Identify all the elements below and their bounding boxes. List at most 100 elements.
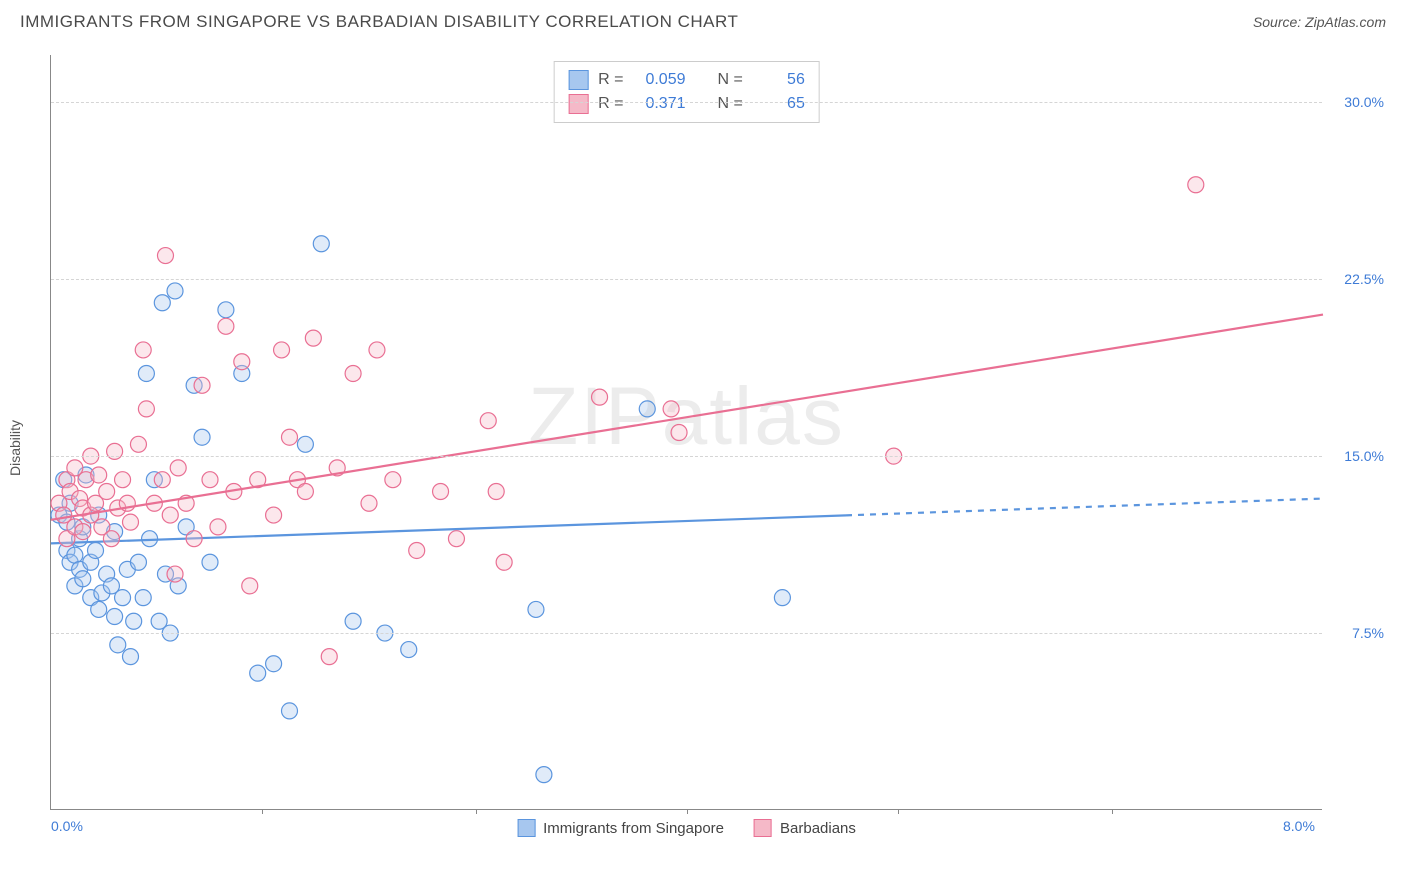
legend-r-label: R = [598, 68, 623, 92]
scatter-point-barbadians [345, 366, 361, 382]
scatter-point-singapore [282, 703, 298, 719]
scatter-point-singapore [110, 637, 126, 653]
gridline [51, 456, 1322, 457]
source-label: Source: ZipAtlas.com [1253, 14, 1386, 30]
scatter-point-barbadians [385, 472, 401, 488]
scatter-point-singapore [194, 429, 210, 445]
scatter-point-barbadians [170, 460, 186, 476]
y-tick-label: 22.5% [1344, 271, 1384, 287]
legend-row-barbadians: R =0.371N =65 [568, 92, 805, 116]
scatter-point-barbadians [162, 507, 178, 523]
x-minor-tick [687, 809, 688, 814]
gridline [51, 633, 1322, 634]
scatter-point-barbadians [194, 377, 210, 393]
scatter-point-singapore [167, 283, 183, 299]
scatter-point-singapore [91, 601, 107, 617]
scatter-point-singapore [138, 366, 154, 382]
chart-svg [51, 55, 1323, 810]
scatter-point-singapore [266, 656, 282, 672]
scatter-point-singapore [154, 295, 170, 311]
gridline [51, 279, 1322, 280]
scatter-point-barbadians [663, 401, 679, 417]
scatter-point-barbadians [274, 342, 290, 358]
scatter-point-barbadians [321, 649, 337, 665]
legend-label: Immigrants from Singapore [543, 820, 724, 837]
scatter-point-singapore [297, 436, 313, 452]
scatter-point-singapore [639, 401, 655, 417]
scatter-point-barbadians [103, 531, 119, 547]
x-minor-tick [476, 809, 477, 814]
scatter-point-barbadians [488, 483, 504, 499]
scatter-point-barbadians [138, 401, 154, 417]
scatter-point-singapore [345, 613, 361, 629]
scatter-point-barbadians [361, 495, 377, 511]
legend-n-label: N = [718, 68, 743, 92]
chart-container: IMMIGRANTS FROM SINGAPORE VS BARBADIAN D… [0, 0, 1406, 892]
scatter-point-singapore [774, 590, 790, 606]
scatter-point-barbadians [409, 542, 425, 558]
legend-item-singapore: Immigrants from Singapore [517, 819, 724, 837]
legend-row-singapore: R = 0.059 N = 56 [568, 68, 805, 92]
x-minor-tick [262, 809, 263, 814]
legend-n-value: 56 [753, 68, 805, 92]
scatter-point-singapore [88, 542, 104, 558]
legend-swatch-singapore [517, 819, 535, 837]
legend-r-label: R = [598, 92, 623, 116]
scatter-point-barbadians [592, 389, 608, 405]
scatter-point-barbadians [218, 318, 234, 334]
scatter-point-singapore [115, 590, 131, 606]
plot-wrap: ZIPatlas R =0.059N =56R =0.371N =65 Immi… [50, 55, 1390, 840]
legend-swatch-singapore [568, 70, 588, 90]
scatter-point-singapore [401, 642, 417, 658]
scatter-point-singapore [528, 601, 544, 617]
legend-n-value: 65 [753, 92, 805, 116]
y-tick-label: 30.0% [1344, 94, 1384, 110]
x-minor-tick [898, 809, 899, 814]
y-tick-label: 7.5% [1352, 625, 1384, 641]
chart-title: IMMIGRANTS FROM SINGAPORE VS BARBADIAN D… [20, 12, 738, 32]
legend-r-value: 0.059 [634, 68, 686, 92]
scatter-point-barbadians [210, 519, 226, 535]
scatter-point-singapore [218, 302, 234, 318]
y-tick-label: 15.0% [1344, 448, 1384, 464]
legend-label: Barbadians [780, 820, 856, 837]
y-axis-label: Disability [7, 419, 23, 475]
scatter-point-barbadians [297, 483, 313, 499]
scatter-point-barbadians [167, 566, 183, 582]
scatter-point-barbadians [157, 248, 173, 264]
scatter-point-barbadians [91, 467, 107, 483]
scatter-point-singapore [135, 590, 151, 606]
scatter-point-barbadians [369, 342, 385, 358]
legend-swatch-barbadians [754, 819, 772, 837]
legend-n-label: N = [718, 92, 743, 116]
scatter-point-singapore [107, 609, 123, 625]
scatter-point-singapore [130, 554, 146, 570]
x-tick-label: 0.0% [51, 818, 83, 834]
scatter-point-barbadians [202, 472, 218, 488]
scatter-point-barbadians [266, 507, 282, 523]
legend-item-barbadians: Barbadians [754, 819, 856, 837]
scatter-point-barbadians [496, 554, 512, 570]
scatter-point-barbadians [448, 531, 464, 547]
scatter-point-singapore [75, 571, 91, 587]
scatter-point-singapore [536, 767, 552, 783]
scatter-point-barbadians [123, 514, 139, 530]
scatter-point-barbadians [480, 413, 496, 429]
scatter-point-barbadians [433, 483, 449, 499]
x-tick-label: 8.0% [1283, 818, 1315, 834]
scatter-point-barbadians [99, 483, 115, 499]
scatter-point-singapore [123, 649, 139, 665]
series-legend: Immigrants from Singapore Barbadians [517, 819, 856, 837]
scatter-point-barbadians [242, 578, 258, 594]
scatter-point-barbadians [671, 425, 687, 441]
header: IMMIGRANTS FROM SINGAPORE VS BARBADIAN D… [0, 0, 1406, 40]
scatter-point-barbadians [1188, 177, 1204, 193]
scatter-point-singapore [313, 236, 329, 252]
scatter-point-barbadians [130, 436, 146, 452]
plot-area: ZIPatlas R =0.059N =56R =0.371N =65 Immi… [50, 55, 1322, 810]
trend-line-barbadians [51, 315, 1323, 520]
scatter-point-barbadians [186, 531, 202, 547]
gridline [51, 102, 1322, 103]
trend-line-dashed-singapore [846, 499, 1323, 516]
scatter-point-singapore [202, 554, 218, 570]
